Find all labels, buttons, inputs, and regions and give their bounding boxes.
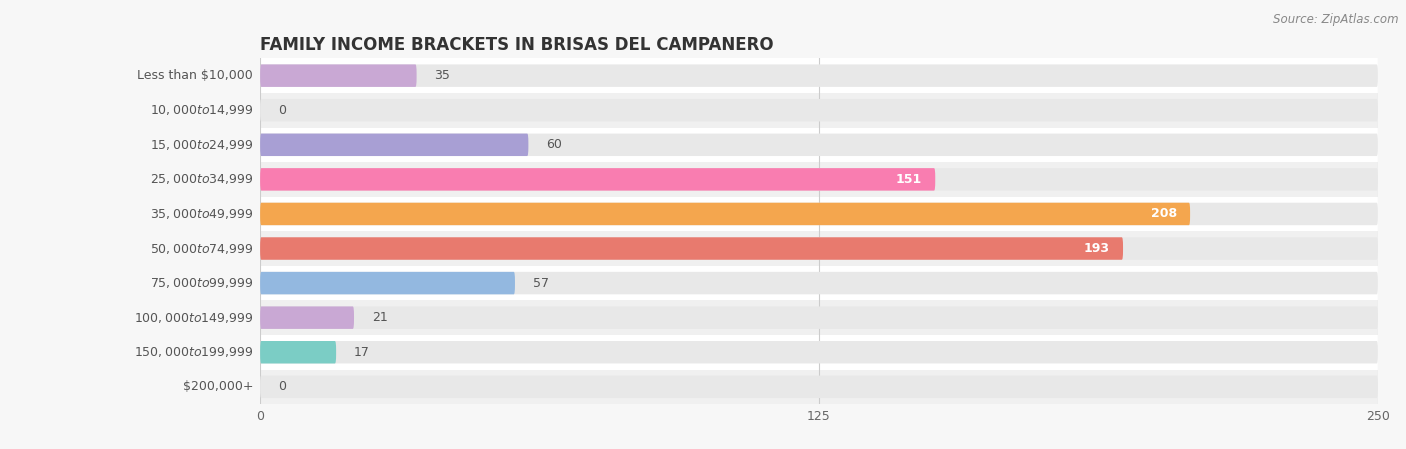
FancyBboxPatch shape xyxy=(260,202,1378,225)
FancyBboxPatch shape xyxy=(260,168,1378,191)
Text: 17: 17 xyxy=(354,346,370,359)
Text: 0: 0 xyxy=(278,380,285,393)
FancyBboxPatch shape xyxy=(260,341,336,364)
FancyBboxPatch shape xyxy=(260,93,1378,128)
Text: Source: ZipAtlas.com: Source: ZipAtlas.com xyxy=(1274,13,1399,26)
FancyBboxPatch shape xyxy=(260,58,1378,93)
Text: $75,000 to $99,999: $75,000 to $99,999 xyxy=(149,276,253,290)
FancyBboxPatch shape xyxy=(260,306,354,329)
FancyBboxPatch shape xyxy=(260,99,1378,122)
FancyBboxPatch shape xyxy=(260,272,1378,295)
Text: $25,000 to $34,999: $25,000 to $34,999 xyxy=(149,172,253,186)
Text: $150,000 to $199,999: $150,000 to $199,999 xyxy=(134,345,253,359)
FancyBboxPatch shape xyxy=(260,133,529,156)
Text: 193: 193 xyxy=(1084,242,1109,255)
Text: Less than $10,000: Less than $10,000 xyxy=(138,69,253,82)
Text: $10,000 to $14,999: $10,000 to $14,999 xyxy=(149,103,253,117)
Text: 0: 0 xyxy=(278,104,285,117)
FancyBboxPatch shape xyxy=(260,64,416,87)
Text: 60: 60 xyxy=(547,138,562,151)
FancyBboxPatch shape xyxy=(260,335,1378,370)
Text: 21: 21 xyxy=(371,311,388,324)
FancyBboxPatch shape xyxy=(260,300,1378,335)
Text: $200,000+: $200,000+ xyxy=(183,380,253,393)
FancyBboxPatch shape xyxy=(260,266,1378,300)
FancyBboxPatch shape xyxy=(260,237,1123,260)
FancyBboxPatch shape xyxy=(260,162,1378,197)
FancyBboxPatch shape xyxy=(260,64,1378,87)
Text: $15,000 to $24,999: $15,000 to $24,999 xyxy=(149,138,253,152)
FancyBboxPatch shape xyxy=(260,168,935,191)
FancyBboxPatch shape xyxy=(260,128,1378,162)
Text: FAMILY INCOME BRACKETS IN BRISAS DEL CAMPANERO: FAMILY INCOME BRACKETS IN BRISAS DEL CAM… xyxy=(260,36,773,54)
FancyBboxPatch shape xyxy=(260,341,1378,364)
Text: 151: 151 xyxy=(896,173,922,186)
FancyBboxPatch shape xyxy=(260,197,1378,231)
Text: $50,000 to $74,999: $50,000 to $74,999 xyxy=(149,242,253,255)
Text: 208: 208 xyxy=(1150,207,1177,220)
Text: $100,000 to $149,999: $100,000 to $149,999 xyxy=(134,311,253,325)
FancyBboxPatch shape xyxy=(260,272,515,295)
FancyBboxPatch shape xyxy=(260,306,1378,329)
Text: 57: 57 xyxy=(533,277,548,290)
FancyBboxPatch shape xyxy=(260,375,1378,398)
Text: 35: 35 xyxy=(434,69,450,82)
FancyBboxPatch shape xyxy=(260,370,1378,404)
FancyBboxPatch shape xyxy=(260,133,1378,156)
FancyBboxPatch shape xyxy=(260,231,1378,266)
FancyBboxPatch shape xyxy=(260,202,1189,225)
FancyBboxPatch shape xyxy=(260,237,1378,260)
Text: $35,000 to $49,999: $35,000 to $49,999 xyxy=(149,207,253,221)
